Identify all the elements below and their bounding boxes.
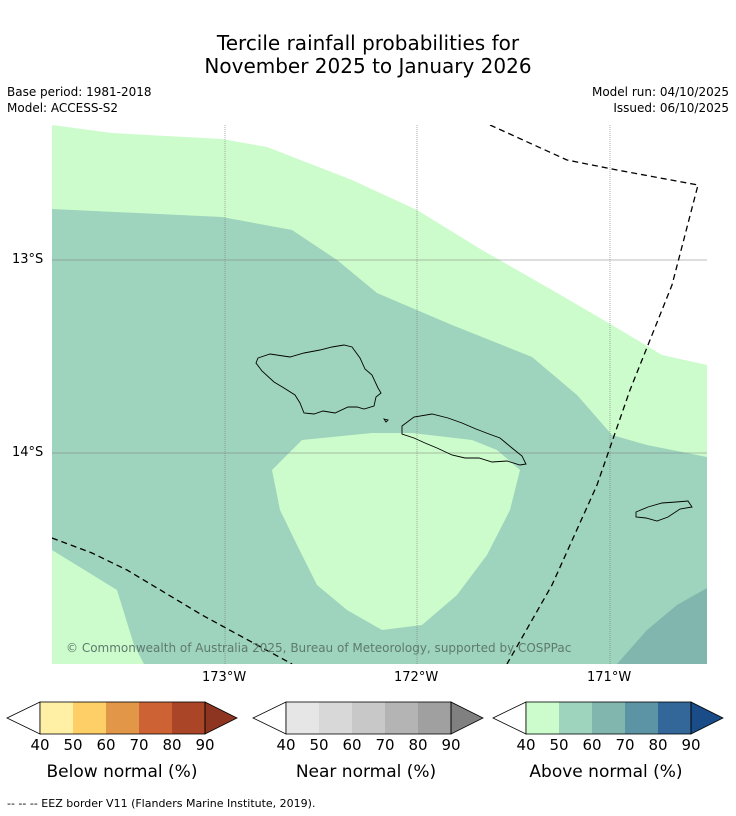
map-title-line1: Tercile rainfall probabilities for: [216, 31, 520, 55]
eez-legend-note: -- -- -- EEZ border V11 (Flanders Marine…: [7, 797, 316, 810]
colorbar-above-seg-4: [658, 702, 691, 734]
lon-label-172w: 172°W: [394, 670, 439, 685]
eez-border-southwest: [52, 537, 293, 664]
islands: [255, 344, 693, 522]
colorbar-above-tick-40: 40: [516, 736, 536, 754]
colorbar-below-tick-80: 80: [162, 736, 182, 754]
colorbar-below-label: Below normal (%): [46, 762, 198, 782]
colorbar-above-tick-70: 70: [615, 736, 635, 754]
map-title-line2: November 2025 to January 2026: [204, 54, 532, 78]
colorbar-below-seg-2: [106, 702, 139, 734]
island-apolima: [382, 418, 389, 423]
map-panel: © Commonwealth of Australia 2025, Bureau…: [52, 125, 707, 664]
map-canvas: [52, 125, 707, 664]
colorbar-above-tick-80: 80: [648, 736, 668, 754]
model-run: Model run: 04/10/2025: [591, 85, 729, 99]
colorbar-above-scale: [492, 701, 724, 735]
colorbar-above-seg-3: [625, 702, 658, 734]
colorbar-above-seg-1: [559, 702, 592, 734]
colorbar-near-tick-60: 60: [342, 736, 362, 754]
colorbar-near-label: Near normal (%): [295, 762, 437, 782]
model-name: Model: ACCESS-S2: [7, 101, 119, 115]
colorbar-above-tick-50: 50: [549, 736, 569, 754]
lon-label-173w: 173°W: [202, 670, 247, 685]
colorbar-near-tick-40: 40: [276, 736, 296, 754]
colorbar-below-seg-0: [40, 702, 73, 734]
lon-label-171w: 171°W: [587, 670, 632, 685]
region-above-40-pocket: [272, 433, 520, 630]
island-tutuila: [635, 500, 693, 522]
colorbar-near-seg-1: [319, 702, 352, 734]
region-above-60: [617, 588, 707, 664]
copyright-notice: © Commonwealth of Australia 2025, Bureau…: [66, 641, 572, 655]
colorbar-below-scale: [6, 701, 238, 735]
colorbar-below-tick-60: 60: [96, 736, 116, 754]
eez-border: [52, 125, 699, 664]
base-period: Base period: 1981-2018: [7, 85, 152, 99]
colorbar-near-seg-3: [385, 702, 418, 734]
colorbar-below-seg-3: [139, 702, 172, 734]
graticule: [52, 125, 707, 664]
colorbar-near-scale: [252, 701, 484, 735]
colorbar-below-tick-90: 90: [195, 736, 215, 754]
colorbar-below-over: [204, 701, 238, 735]
colorbar-near-tick-70: 70: [375, 736, 395, 754]
lat-label-14s: 14°S: [12, 445, 44, 460]
colorbar-below-tick-40: 40: [30, 736, 50, 754]
lat-label-13s: 13°S: [12, 252, 44, 267]
issued-date: Issued: 06/10/2025: [613, 101, 729, 115]
colorbar-above-under: [492, 701, 527, 735]
colorbar-above-seg-2: [592, 702, 625, 734]
island-savaii: [255, 344, 382, 415]
colorbar-near-tick-90: 90: [441, 736, 461, 754]
colorbar-near-seg-4: [418, 702, 451, 734]
colorbar-below-tick-50: 50: [63, 736, 83, 754]
colorbar-near-under: [252, 701, 287, 735]
colorbar-near-over: [450, 701, 484, 735]
colorbar-near-seg-0: [286, 702, 319, 734]
island-upolu: [401, 413, 527, 466]
eez-border-north: [489, 125, 699, 664]
colorbar-above-over: [690, 701, 724, 735]
colorbar-near-tick-80: 80: [408, 736, 428, 754]
colorbar-above-seg-0: [526, 702, 559, 734]
colorbar-below-seg-1: [73, 702, 106, 734]
colorbar-near-seg-2: [352, 702, 385, 734]
colorbar-above-label: Above normal (%): [529, 762, 683, 782]
colorbar-below-under: [6, 701, 41, 735]
colorbar-above-tick-90: 90: [681, 736, 701, 754]
colorbar-below-tick-70: 70: [129, 736, 149, 754]
colorbar-near-tick-50: 50: [309, 736, 329, 754]
colorbar-above-tick-60: 60: [582, 736, 602, 754]
colorbar-below-seg-4: [172, 702, 205, 734]
